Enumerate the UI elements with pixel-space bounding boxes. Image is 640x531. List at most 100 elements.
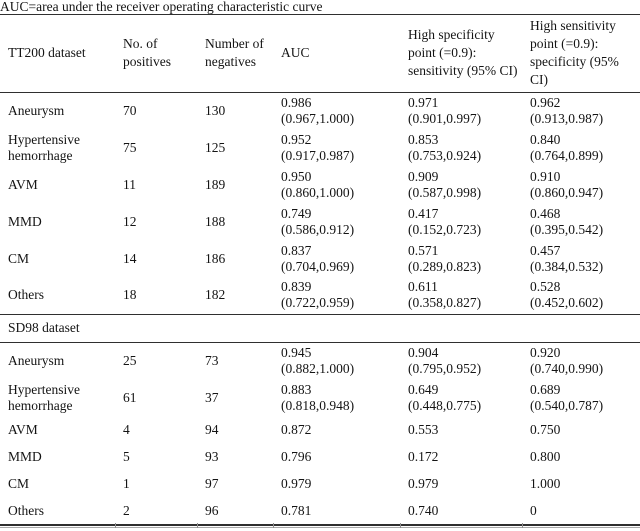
column-header-positives: No. of positives [115, 15, 197, 93]
cell-high-sensitivity-specificity-ci: (0.395,0.542) [530, 221, 604, 237]
cell-auc-ci: (0.586,0.912) [281, 221, 355, 237]
cell-high-sensitivity-specificity: 0.457 (0.384,0.532) [522, 240, 640, 277]
section-header-row: SD98 dataset [0, 313, 640, 343]
cell-diagnosis-label: MMD [8, 448, 42, 464]
table-row: CM 1 97 0.979 0.979 1.000 [0, 470, 640, 497]
cell-diagnosis-label: CM [8, 475, 30, 491]
cell-positives: 25 [123, 352, 137, 368]
column-header-high-sensitivity: High sensitivity point (=0.9): specifici… [522, 15, 640, 93]
cell-high-specificity-sensitivity: 0.611 (0.358,0.827) [400, 277, 522, 314]
cell-auc-value: 0.796 [281, 448, 312, 464]
cell-positives: 75 [123, 139, 137, 155]
cell-high-specificity-sensitivity: 0.417 (0.152,0.723) [400, 203, 522, 240]
cell-high-specificity-sensitivity: 0.909 (0.587,0.998) [400, 166, 522, 203]
cell-high-sensitivity-specificity: 0.920 (0.740,0.990) [522, 342, 640, 379]
cell-positives: 61 [123, 389, 137, 405]
cell-auc-value: 0.979 [281, 475, 312, 491]
cell-high-specificity-sensitivity: 0.172 [400, 443, 522, 470]
cell-high-sensitivity-specificity-ci: (0.913,0.987) [530, 110, 604, 126]
table-row: CM 14 186 0.837 (0.704,0.969) 0.571 (0.289,0.8… [0, 240, 640, 277]
bottom-grid-tick [400, 523, 401, 528]
bottom-grid-hairline [0, 527, 640, 528]
cell-high-sensitivity-specificity-value: 0.800 [530, 448, 561, 464]
cell-high-specificity-sensitivity-value: 0.571 [408, 242, 439, 258]
cell-auc-value: 0.837 [281, 242, 312, 258]
cell-high-sensitivity-specificity: 0.910 (0.860,0.947) [522, 166, 640, 203]
bottom-grid-tick [197, 523, 198, 528]
cell-high-sensitivity-specificity-value: 1.000 [530, 475, 561, 491]
column-header-high-specificity: High specificity point (=0.9): sensitivi… [400, 15, 522, 93]
bottom-grid-tick [522, 523, 523, 528]
cell-auc-ci: (0.917,0.987) [281, 147, 355, 163]
bottom-grid-tick [115, 523, 116, 528]
table-footnote-caption: AUC=area under the receiver operating ch… [0, 0, 640, 15]
cell-high-sensitivity-specificity-value: 0.920 [530, 344, 561, 360]
column-header-negatives: Number of negatives [197, 15, 273, 93]
cell-high-sensitivity-specificity: 0.800 [522, 443, 640, 470]
cell-auc: 0.950 (0.860,1.000) [273, 166, 400, 203]
cell-high-specificity-sensitivity-ci: (0.587,0.998) [408, 184, 482, 200]
cell-high-specificity-sensitivity: 0.853 (0.753,0.924) [400, 129, 522, 166]
cell-positives: 4 [123, 421, 130, 437]
cell-high-specificity-sensitivity: 0.979 [400, 470, 522, 497]
column-header-dataset: TT200 dataset [0, 15, 115, 93]
bottom-grid-tick [273, 523, 274, 528]
cell-positives: 12 [123, 213, 137, 229]
cell-high-specificity-sensitivity-value: 0.417 [408, 205, 439, 221]
cell-auc-value: 0.952 [281, 131, 312, 147]
column-header-auc: AUC [273, 15, 400, 93]
cell-high-specificity-sensitivity-ci: (0.358,0.827) [408, 295, 482, 311]
cell-high-sensitivity-specificity-ci: (0.384,0.532) [530, 258, 604, 274]
cell-negatives: 130 [205, 102, 226, 118]
cell-high-specificity-sensitivity-value: 0.649 [408, 381, 439, 397]
cell-high-sensitivity-specificity: 0 [522, 497, 640, 524]
cell-high-specificity-sensitivity-value: 0.553 [408, 421, 439, 437]
cell-negatives: 94 [205, 421, 219, 437]
cell-auc-ci: (0.882,1.000) [281, 360, 355, 376]
cell-high-sensitivity-specificity-value: 0.962 [530, 94, 561, 110]
cell-negatives: 73 [205, 352, 219, 368]
cell-diagnosis-label: AVM [8, 176, 38, 192]
cell-high-sensitivity-specificity-value: 0 [530, 502, 537, 518]
cell-diagnosis-label: Others [8, 502, 44, 518]
cell-auc-value: 0.986 [281, 94, 312, 110]
cell-negatives: 186 [205, 250, 226, 266]
cell-high-specificity-sensitivity: 0.904 (0.795,0.952) [400, 342, 522, 379]
table-body: Aneurysm 70 130 0.986 (0.967,1.000) 0.971 (0.9… [0, 92, 640, 524]
results-table-wrap: TT200 dataset No. of positives Number of… [0, 15, 640, 526]
cell-negatives: 96 [205, 502, 219, 518]
cell-high-sensitivity-specificity-ci: (0.540,0.787) [530, 397, 604, 413]
cell-high-sensitivity-specificity-ci: (0.452,0.602) [530, 295, 604, 311]
cell-negatives: 188 [205, 213, 226, 229]
cell-negatives: 97 [205, 475, 219, 491]
cell-high-sensitivity-specificity: 0.962 (0.913,0.987) [522, 92, 640, 129]
cell-high-sensitivity-specificity-value: 0.750 [530, 421, 561, 437]
cell-auc: 0.945 (0.882,1.000) [273, 342, 400, 379]
cell-high-specificity-sensitivity-value: 0.853 [408, 131, 439, 147]
cell-high-specificity-sensitivity: 0.649 (0.448,0.775) [400, 379, 522, 416]
cell-auc-value: 0.945 [281, 344, 312, 360]
cell-negatives: 189 [205, 176, 226, 192]
cell-auc-value: 0.883 [281, 381, 312, 397]
cell-diagnosis-label: Hypertensive hemorrhage [8, 131, 80, 163]
table-row: Aneurysm 25 73 0.945 (0.882,1.000) 0.904 (0.79… [0, 342, 640, 379]
cell-positives: 5 [123, 448, 130, 464]
cell-auc-value: 0.781 [281, 502, 312, 518]
cell-high-specificity-sensitivity-value: 0.979 [408, 475, 439, 491]
cell-high-sensitivity-specificity-value: 0.457 [530, 242, 561, 258]
table-row: AVM 4 94 0.872 0.553 0.750 [0, 416, 640, 443]
cell-negatives: 182 [205, 287, 226, 303]
table-row: Hypertensive hemorrhage 61 37 0.883 (0.818,0… [0, 379, 640, 416]
table-row: Others 18 182 0.839 (0.722,0.959) 0.611 (0.358… [0, 277, 640, 314]
cell-auc: 0.979 [273, 470, 400, 497]
cell-diagnosis-label: CM [8, 250, 30, 266]
cell-auc: 0.986 (0.967,1.000) [273, 92, 400, 129]
table-row: MMD 5 93 0.796 0.172 0.800 [0, 443, 640, 470]
cell-positives: 70 [123, 102, 137, 118]
section-header-label: SD98 dataset [0, 313, 640, 343]
cell-high-sensitivity-specificity: 0.840 (0.764,0.899) [522, 129, 640, 166]
cell-high-specificity-sensitivity-ci: (0.795,0.952) [408, 360, 482, 376]
cell-auc-ci: (0.818,0.948) [281, 397, 355, 413]
cell-high-sensitivity-specificity: 0.528 (0.452,0.602) [522, 277, 640, 314]
